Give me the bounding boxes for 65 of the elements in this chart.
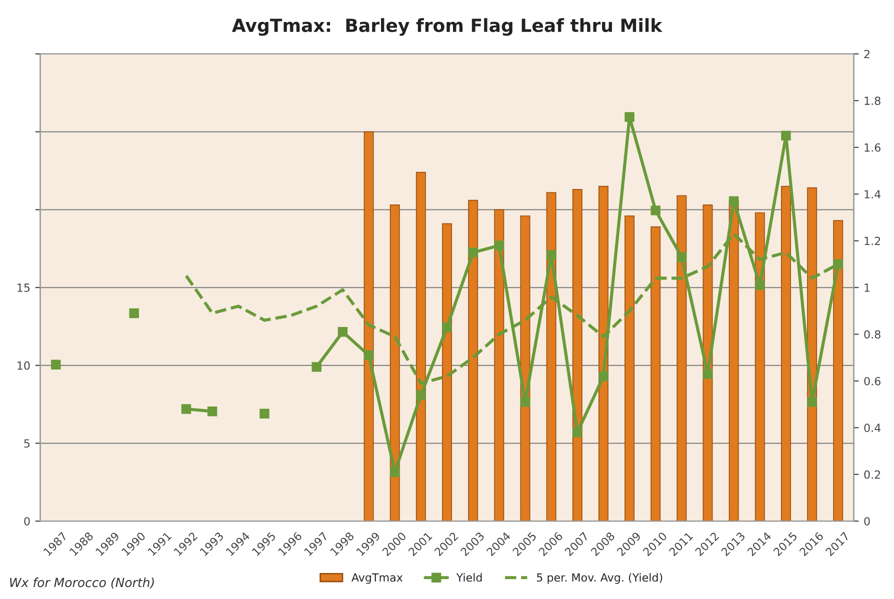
bar [676, 195, 687, 522]
point [755, 280, 765, 290]
point [520, 397, 530, 407]
point [572, 427, 582, 438]
y-tick-label: 5 [24, 439, 30, 448]
y2-tick-label: 0.4 [864, 424, 881, 432]
bar [780, 186, 791, 522]
bar [364, 131, 374, 522]
bar [442, 223, 452, 522]
point [338, 327, 348, 337]
y-tick-label: 0 [24, 517, 30, 526]
text: Wx for Morocco (North) [10, 578, 154, 589]
legend-label: AvgTmax [351, 573, 403, 584]
bar [833, 220, 844, 522]
y2-tick-label: 0.2 [864, 470, 880, 479]
chart-title: AvgTmax: Barley from Flag Leaf thru Milk [232, 18, 662, 36]
bar [468, 200, 478, 522]
y2-tick-label: 0.6 [864, 376, 880, 386]
y2-tick-label: 0 [864, 517, 870, 526]
bar [624, 215, 635, 522]
bar [598, 186, 608, 522]
point [781, 130, 791, 141]
point [676, 252, 687, 262]
point [207, 406, 218, 416]
y-tick-label: 10 [18, 361, 30, 370]
y2-tick-label: 1.2 [864, 236, 880, 246]
point [702, 369, 713, 379]
y2-tick-label: 1 [864, 284, 870, 292]
bar [650, 226, 661, 522]
point [181, 404, 192, 414]
y-tick-label: 15 [18, 284, 30, 292]
point [624, 112, 634, 122]
point [807, 397, 817, 407]
bar [390, 204, 400, 522]
point [312, 362, 322, 372]
point [364, 350, 374, 360]
point [390, 467, 400, 477]
bar [494, 209, 504, 522]
point [598, 371, 608, 382]
y2-tick-label: 1.6 [864, 143, 880, 152]
bar [702, 204, 713, 522]
bar [728, 200, 739, 522]
y2-tick-label: 1.8 [864, 96, 880, 106]
point [833, 259, 843, 270]
point [468, 248, 478, 258]
y2-tick-label: 2 [864, 50, 870, 58]
point [416, 390, 426, 400]
legend-label: 5 per. Mov. Avg. (Yield) [536, 573, 662, 584]
point [442, 322, 452, 332]
bar [520, 215, 530, 522]
legend-label: Yield [456, 573, 482, 582]
y2-tick-label: 1.4 [864, 190, 881, 198]
bar [572, 188, 582, 522]
bar [754, 212, 765, 522]
point [546, 250, 556, 260]
point [494, 240, 504, 250]
bar [546, 192, 556, 522]
point [51, 360, 61, 370]
y2-tick-label: 0.8 [864, 330, 880, 339]
point [728, 196, 739, 206]
bar [807, 187, 818, 522]
point [129, 308, 139, 318]
bar [416, 172, 426, 522]
point [260, 408, 270, 419]
point [650, 206, 660, 216]
